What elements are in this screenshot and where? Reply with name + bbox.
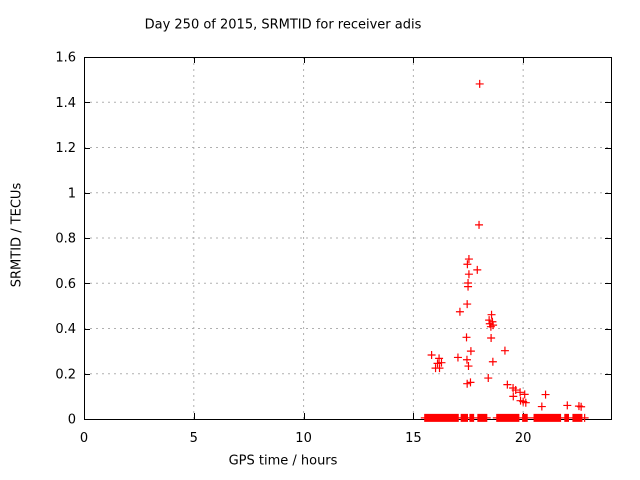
x-tick-label: 10 bbox=[295, 431, 312, 446]
x-tick-label: 15 bbox=[405, 431, 422, 446]
x-tick-label: 0 bbox=[80, 431, 88, 446]
y-tick-label: 1 bbox=[68, 186, 76, 201]
chart-title: Day 250 of 2015, SRMTID for receiver adi… bbox=[144, 17, 422, 33]
y-tick-label: 1.6 bbox=[55, 51, 76, 66]
y-tick-label: 0 bbox=[68, 413, 76, 428]
x-axis-label: GPS time / hours bbox=[228, 453, 338, 469]
y-tick-label: 0.2 bbox=[55, 367, 76, 382]
y-tick-label: 0.8 bbox=[55, 232, 76, 247]
x-tick-label: 5 bbox=[190, 431, 198, 446]
y-tick-label: 0.6 bbox=[55, 277, 76, 292]
data-point-markers bbox=[427, 79, 586, 411]
y-tick-label: 0.4 bbox=[55, 322, 76, 337]
y-tick-label: 1.2 bbox=[55, 141, 76, 156]
x-tick-label: 20 bbox=[515, 431, 532, 446]
baseline-band-markers bbox=[420, 413, 589, 422]
y-tick-label: 1.4 bbox=[55, 96, 76, 111]
